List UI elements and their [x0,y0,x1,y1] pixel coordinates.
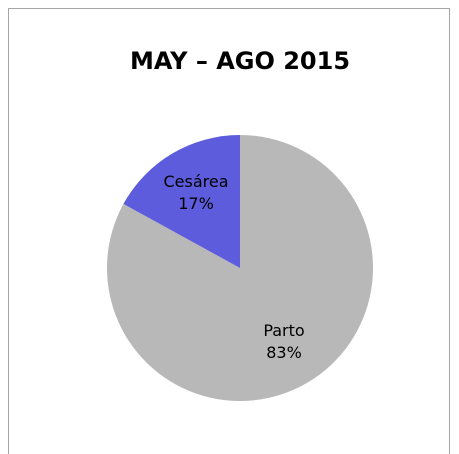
slice-value-label: 83% [266,343,302,362]
slice-value-label: 17% [178,194,214,213]
slice-label: Cesárea [163,172,228,191]
slice-label: Parto [263,321,304,340]
pie-slice [123,135,240,268]
chart-title: MAY – AGO 2015 [130,47,350,75]
